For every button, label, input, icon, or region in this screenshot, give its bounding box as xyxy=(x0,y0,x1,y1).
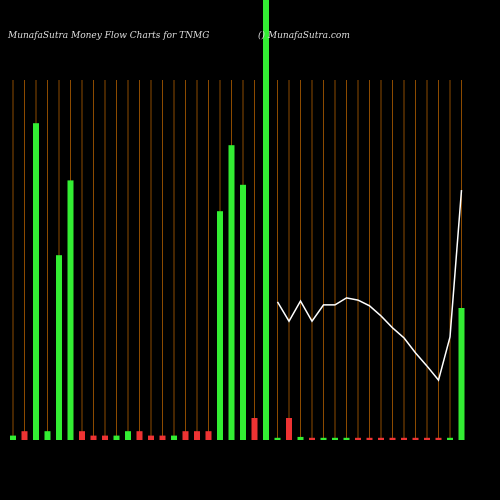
bar xyxy=(251,418,258,440)
bar xyxy=(113,435,120,440)
bar xyxy=(412,437,419,440)
bar xyxy=(136,431,143,440)
bar xyxy=(332,437,338,440)
bar xyxy=(263,0,269,440)
bar xyxy=(125,431,131,440)
bar xyxy=(378,437,384,440)
bar xyxy=(424,437,430,440)
bar xyxy=(205,431,212,440)
chart-subtitle: () MunafaSutra.com xyxy=(258,30,350,41)
bar xyxy=(320,437,327,440)
bar xyxy=(56,255,62,440)
bar xyxy=(366,437,373,440)
bar xyxy=(401,437,407,440)
bar xyxy=(159,435,166,440)
bar xyxy=(447,437,453,440)
bar xyxy=(274,437,281,440)
bar xyxy=(79,431,85,440)
line xyxy=(276,190,463,382)
bar xyxy=(102,435,108,440)
chart-title: MunafaSutra Money Flow Charts for TNMG xyxy=(7,31,209,41)
bar xyxy=(90,435,97,440)
bar xyxy=(309,437,315,440)
bar xyxy=(297,436,304,440)
bar xyxy=(171,435,177,440)
bar xyxy=(343,437,350,440)
bar xyxy=(458,308,465,440)
bar xyxy=(148,435,154,440)
bar xyxy=(194,431,200,440)
bar xyxy=(217,211,223,440)
bar xyxy=(67,180,74,440)
bar xyxy=(182,431,189,440)
bar xyxy=(286,418,292,440)
bar xyxy=(33,123,39,440)
bar xyxy=(228,145,235,440)
bar xyxy=(10,435,16,440)
bar xyxy=(355,437,361,440)
bar xyxy=(435,437,442,440)
bar xyxy=(240,184,246,440)
bar xyxy=(44,431,51,440)
bar xyxy=(389,437,396,440)
bar xyxy=(21,431,28,440)
